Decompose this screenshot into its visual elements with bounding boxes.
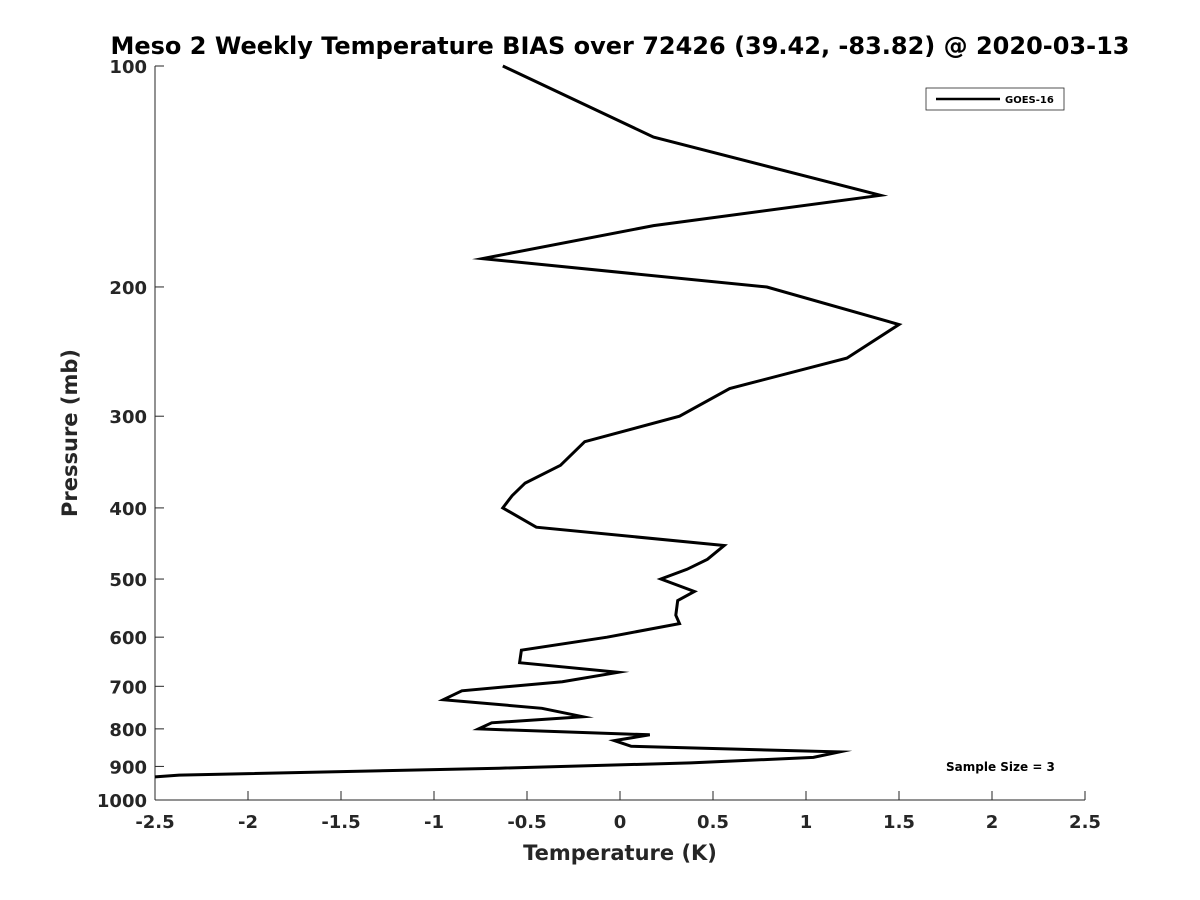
data-point: [491, 722, 492, 723]
data-point: [155, 776, 156, 777]
data-point: [560, 465, 561, 466]
data-point: [536, 527, 537, 528]
sample-size-annotation: Sample Size = 3: [946, 760, 1055, 774]
data-point: [660, 579, 661, 580]
y-tick-label: 600: [109, 628, 147, 649]
data-point: [502, 66, 503, 67]
y-tick-label: 900: [109, 757, 147, 778]
x-tick-label: 0: [614, 812, 627, 833]
data-point: [707, 559, 708, 560]
data-point: [584, 441, 585, 442]
data-point: [502, 507, 503, 508]
data-point: [675, 615, 676, 616]
data-point: [541, 708, 542, 709]
data-point: [880, 195, 881, 196]
y-tick-label: 100: [109, 57, 147, 78]
x-tick-label: 2: [986, 812, 999, 833]
x-axis-ticks: -2.5 -2 -1.5 -1 -0.5 0 0.5 1 1.5 2 2.5: [135, 791, 1101, 833]
data-point: [846, 358, 847, 359]
series-layer: [154, 64, 903, 779]
data-point: [649, 734, 650, 735]
x-tick-label: 1.5: [883, 812, 915, 833]
data-point: [179, 775, 180, 776]
data-point: [562, 681, 563, 682]
data-point: [631, 746, 632, 747]
y-axis-label: Pressure (mb): [58, 349, 82, 517]
data-point: [521, 650, 522, 651]
x-tick-label: -1: [424, 812, 444, 833]
data-point: [519, 662, 520, 663]
x-tick-label: -1.5: [321, 812, 360, 833]
legend: GOES-16: [925, 87, 1065, 111]
data-point: [679, 416, 680, 417]
data-point: [461, 690, 462, 691]
data-point: [512, 495, 513, 496]
data-point: [690, 762, 691, 763]
data-point: [614, 740, 615, 741]
data-point: [766, 287, 767, 288]
y-axis-ticks: 100 200 300 400 500 600 700 800 900 1000: [97, 57, 164, 812]
chart-title: Meso 2 Weekly Temperature BIAS over 7242…: [110, 32, 1129, 60]
series-line-goes-16: [154, 64, 903, 779]
y-tick-label: 1000: [97, 791, 147, 812]
data-point: [694, 591, 695, 592]
data-point: [478, 728, 479, 729]
x-tick-label: 0.5: [697, 812, 729, 833]
data-point: [899, 324, 900, 325]
x-axis-label: Temperature (K): [523, 841, 717, 865]
x-tick-label: -0.5: [507, 812, 546, 833]
data-point: [653, 137, 654, 138]
y-tick-label: 400: [109, 499, 147, 520]
data-point: [839, 751, 840, 752]
data-point: [729, 388, 730, 389]
y-tick-label: 700: [109, 677, 147, 698]
data-point: [677, 600, 678, 601]
data-point: [525, 483, 526, 484]
data-point: [482, 258, 483, 259]
x-tick-label: 2.5: [1069, 812, 1101, 833]
y-tick-label: 800: [109, 720, 147, 741]
data-point: [443, 699, 444, 700]
y-tick-label: 300: [109, 407, 147, 428]
data-point: [653, 225, 654, 226]
data-point: [724, 545, 725, 546]
data-point: [618, 672, 619, 673]
legend-label-goes-16: GOES-16: [1005, 95, 1054, 106]
data-point: [687, 569, 688, 570]
data-point: [679, 623, 680, 624]
data-point: [607, 637, 608, 638]
data-point: [582, 716, 583, 717]
y-tick-label: 200: [109, 278, 147, 299]
y-tick-label: 500: [109, 570, 147, 591]
data-point: [813, 757, 814, 758]
data-point: [499, 768, 500, 769]
x-tick-label: -2: [238, 812, 258, 833]
x-tick-label: -2.5: [135, 812, 174, 833]
x-tick-label: 1: [800, 812, 813, 833]
